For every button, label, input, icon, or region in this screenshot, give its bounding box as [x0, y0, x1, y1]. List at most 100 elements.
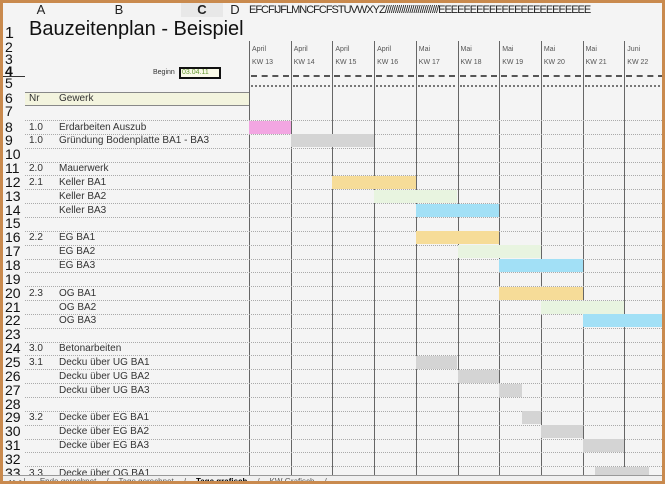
row-number[interactable]: 9	[5, 132, 13, 149]
row-number[interactable]: 1	[5, 25, 14, 42]
row-number[interactable]: 2	[5, 39, 13, 55]
nr-cell[interactable]: 1.0	[29, 135, 43, 147]
row-number[interactable]: 12	[5, 173, 21, 190]
day-marks	[292, 75, 331, 77]
gewerk-cell[interactable]: Decke über EG BA3	[59, 440, 150, 452]
gewerk-cell[interactable]: EG BA3	[59, 260, 96, 271]
row-number[interactable]: 10	[5, 146, 21, 163]
row-number[interactable]: 3	[5, 51, 13, 67]
gewerk-cell[interactable]: Decke über EG BA2	[59, 426, 150, 438]
row-number[interactable]: 14	[5, 201, 21, 218]
gantt-bar[interactable]	[374, 189, 458, 203]
nr-cell[interactable]: 3.0	[29, 343, 43, 355]
week-kw-label: KW 15	[335, 59, 357, 66]
row-number[interactable]: 5	[5, 75, 13, 91]
gewerk-cell[interactable]: Betonarbeiten	[59, 343, 122, 355]
gantt-bar[interactable]	[249, 120, 291, 134]
gewerk-cell[interactable]: Erdarbeiten Auszub	[59, 121, 147, 133]
gantt-bar[interactable]	[415, 355, 458, 369]
row-divider	[25, 230, 662, 232]
gewerk-cell[interactable]: EG BA2	[59, 246, 96, 258]
gantt-bar[interactable]	[290, 134, 375, 148]
nr-cell[interactable]: 2.0	[29, 163, 43, 175]
row-number[interactable]: 4	[3, 64, 25, 78]
row-number[interactable]: 11	[5, 160, 20, 177]
gantt-bar[interactable]	[415, 203, 500, 217]
row-number[interactable]: 26	[5, 367, 21, 384]
row-number[interactable]: 21	[5, 298, 21, 315]
row-divider	[25, 300, 662, 302]
row-number[interactable]: 30	[5, 423, 21, 440]
gewerk-cell[interactable]: OG BA1	[59, 287, 97, 299]
row-number[interactable]: 23	[5, 326, 21, 343]
gantt-bar[interactable]	[540, 300, 625, 314]
gewerk-cell[interactable]: Decke über OG BA1	[59, 467, 151, 479]
gewerk-cell[interactable]: Mauerwerk	[59, 163, 109, 175]
week-kw-label: KW 22	[627, 59, 649, 66]
column-header-d[interactable]: D	[230, 2, 240, 17]
row-number[interactable]: 31	[5, 437, 21, 454]
row-number[interactable]: 19	[5, 270, 21, 287]
gantt-bar[interactable]	[582, 314, 662, 328]
gantt-bar[interactable]	[540, 425, 583, 439]
nr-cell[interactable]: 3.1	[29, 356, 43, 368]
row-number[interactable]: 28	[5, 395, 21, 412]
gantt-bar[interactable]	[457, 245, 541, 259]
day-marks	[417, 85, 456, 87]
gewerk-cell[interactable]: OG BA3	[59, 315, 97, 327]
gewerk-cell[interactable]: Decku über UG BA3	[59, 384, 150, 396]
row-number[interactable]: 17	[5, 243, 21, 260]
nr-cell[interactable]: 2.2	[29, 232, 43, 244]
gewerk-cell[interactable]: Decke über EG BA1	[59, 412, 150, 424]
gewerk-cell[interactable]: Decku über UG BA1	[59, 356, 150, 368]
row-number[interactable]: 20	[5, 284, 21, 301]
row-divider	[25, 147, 662, 149]
gantt-bar[interactable]	[457, 369, 500, 383]
row-number[interactable]: 32	[5, 450, 21, 467]
row-number[interactable]: 16	[5, 229, 21, 246]
gewerk-cell[interactable]: EG BA1	[59, 232, 96, 244]
sheet-tab[interactable]: KW Grafisch	[269, 477, 315, 484]
gewerk-cell[interactable]: OG BA2	[59, 301, 97, 313]
sheet-tab[interactable]: Ende gerechnet	[39, 477, 97, 484]
gewerk-cell[interactable]: Keller BA2	[59, 190, 107, 202]
begin-date-cell[interactable]: 03.04.11	[179, 67, 221, 79]
row-number[interactable]: 27	[5, 381, 21, 398]
row-number[interactable]: 25	[5, 353, 21, 370]
gantt-bar[interactable]	[499, 383, 523, 397]
sheet-tab[interactable]: Tage gerechnet	[118, 477, 174, 484]
column-headers-narrow[interactable]: EFCFIJFLMNCFCFSTUVWXYZ//////////////////…	[249, 4, 591, 16]
row-number[interactable]: 7	[5, 103, 13, 119]
nr-cell[interactable]: 3.2	[29, 412, 43, 424]
gantt-bar[interactable]	[332, 175, 416, 189]
row-number[interactable]: 22	[5, 312, 21, 329]
sheet-tab[interactable]: Tage grafisch	[195, 477, 248, 484]
gantt-bar[interactable]	[499, 286, 583, 300]
row-number[interactable]: 29	[5, 409, 21, 426]
nr-cell[interactable]: 2.1	[29, 176, 43, 188]
gewerk-cell[interactable]: Decku über UG BA2	[59, 370, 150, 382]
gewerk-cell[interactable]: Keller BA3	[59, 204, 107, 216]
gewerk-cell[interactable]: Gründung Bodenplatte BA1 - BA3	[59, 135, 210, 147]
nr-cell[interactable]: 3.3	[29, 467, 43, 479]
nr-cell[interactable]: 1.0	[29, 121, 43, 133]
tab-scroll-arrows-icon[interactable]: ◂ ▸ ▸|	[7, 477, 26, 484]
row-number[interactable]: 24	[5, 340, 21, 357]
gantt-bar[interactable]	[415, 231, 500, 245]
row-number[interactable]: 13	[5, 187, 21, 204]
gantt-bar[interactable]	[522, 411, 541, 425]
nr-cell[interactable]: 2.3	[29, 287, 43, 299]
gantt-bar[interactable]	[499, 259, 583, 272]
row-number[interactable]: 8	[5, 118, 13, 135]
column-header-c[interactable]: C	[181, 3, 223, 17]
column-header-a[interactable]: A	[36, 2, 46, 17]
page-title: Bauzeitenplan - Beispiel	[29, 18, 244, 40]
row-divider	[25, 383, 662, 385]
row-number[interactable]: 18	[5, 257, 21, 273]
column-header-b[interactable]: B	[114, 2, 124, 17]
row-number[interactable]: 6	[5, 90, 13, 106]
row-number[interactable]: 15	[5, 215, 21, 232]
gewerk-cell[interactable]: Keller BA1	[59, 176, 107, 188]
gantt-bar[interactable]	[582, 439, 625, 453]
day-marks	[251, 85, 289, 87]
